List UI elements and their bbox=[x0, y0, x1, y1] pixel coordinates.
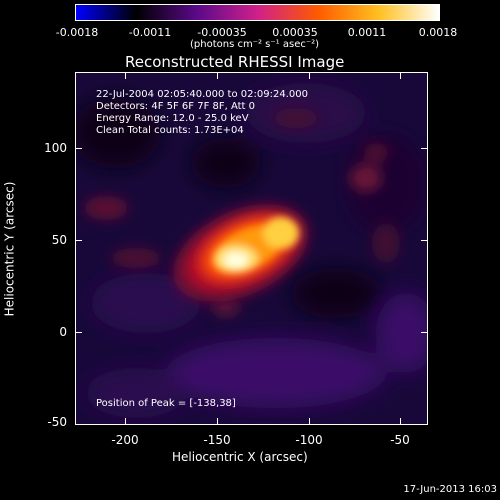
y-tick-mark bbox=[75, 332, 82, 333]
x-tick-mark bbox=[309, 72, 310, 79]
colorbar-tick: -0.0011 bbox=[128, 26, 172, 39]
colorbar-tick: 0.0018 bbox=[418, 26, 458, 39]
x-tick-mark bbox=[400, 418, 401, 425]
y-tick-mark bbox=[75, 148, 82, 149]
x-tick-mark bbox=[125, 418, 126, 425]
x-tick-mark bbox=[400, 72, 401, 79]
y-tick-mark bbox=[421, 148, 428, 149]
colorbar-tick: -0.0018 bbox=[55, 26, 99, 39]
x-tick-mark bbox=[125, 72, 126, 79]
x-tick-mark bbox=[309, 418, 310, 425]
info-detectors: Detectors: 4F 5F 6F 7F 8F, Att 0 bbox=[96, 101, 256, 112]
y-tick-label: 50 bbox=[51, 233, 67, 247]
main-source-core bbox=[212, 217, 299, 274]
x-tick-label: -150 bbox=[203, 433, 231, 447]
colorbar-tick: 0.0011 bbox=[347, 26, 387, 39]
x-tick-mark bbox=[217, 418, 218, 425]
colorbar-unit-label: (photons cm⁻² s⁻¹ asec⁻²) bbox=[190, 39, 320, 50]
colorbar-tick: -0.00035 bbox=[197, 26, 247, 39]
info-time-range: 22-Jul-2004 02:05:40.000 to 02:09:24.000 bbox=[96, 89, 308, 100]
peak-position: Position of Peak = [-138,38] bbox=[96, 398, 236, 409]
colorbar-tick: 0.00035 bbox=[272, 26, 318, 39]
info-clean: Clean Total counts: 1.73E+04 bbox=[96, 125, 244, 136]
x-tick-label: -200 bbox=[111, 433, 139, 447]
x-tick-mark bbox=[217, 72, 218, 79]
rhessi-image-plot: 22-Jul-2004 02:05:40.000 to 02:09:24.000… bbox=[75, 72, 428, 425]
x-axis-label: Heliocentric X (arcsec) bbox=[172, 450, 308, 464]
timestamp: 17-Jun-2013 16:03 bbox=[403, 484, 497, 495]
y-axis-label: Heliocentric Y (arcsec) bbox=[2, 181, 17, 317]
y-tick-mark bbox=[421, 240, 428, 241]
y-tick-mark bbox=[75, 240, 82, 241]
y-tick-mark bbox=[421, 332, 428, 333]
background-noise bbox=[76, 83, 427, 418]
faint-emission bbox=[84, 108, 400, 316]
y-tick-label: -50 bbox=[47, 415, 67, 429]
y-tick-label: 0 bbox=[59, 325, 67, 339]
colorbar bbox=[75, 4, 440, 21]
x-tick-label: -100 bbox=[295, 433, 323, 447]
image-title: Reconstructed RHESSI Image bbox=[125, 53, 345, 71]
info-energy: Energy Range: 12.0 - 25.0 keV bbox=[96, 113, 249, 124]
x-tick-label: -50 bbox=[390, 433, 410, 447]
y-tick-label: 100 bbox=[44, 141, 67, 155]
rhessi-image bbox=[76, 83, 427, 418]
